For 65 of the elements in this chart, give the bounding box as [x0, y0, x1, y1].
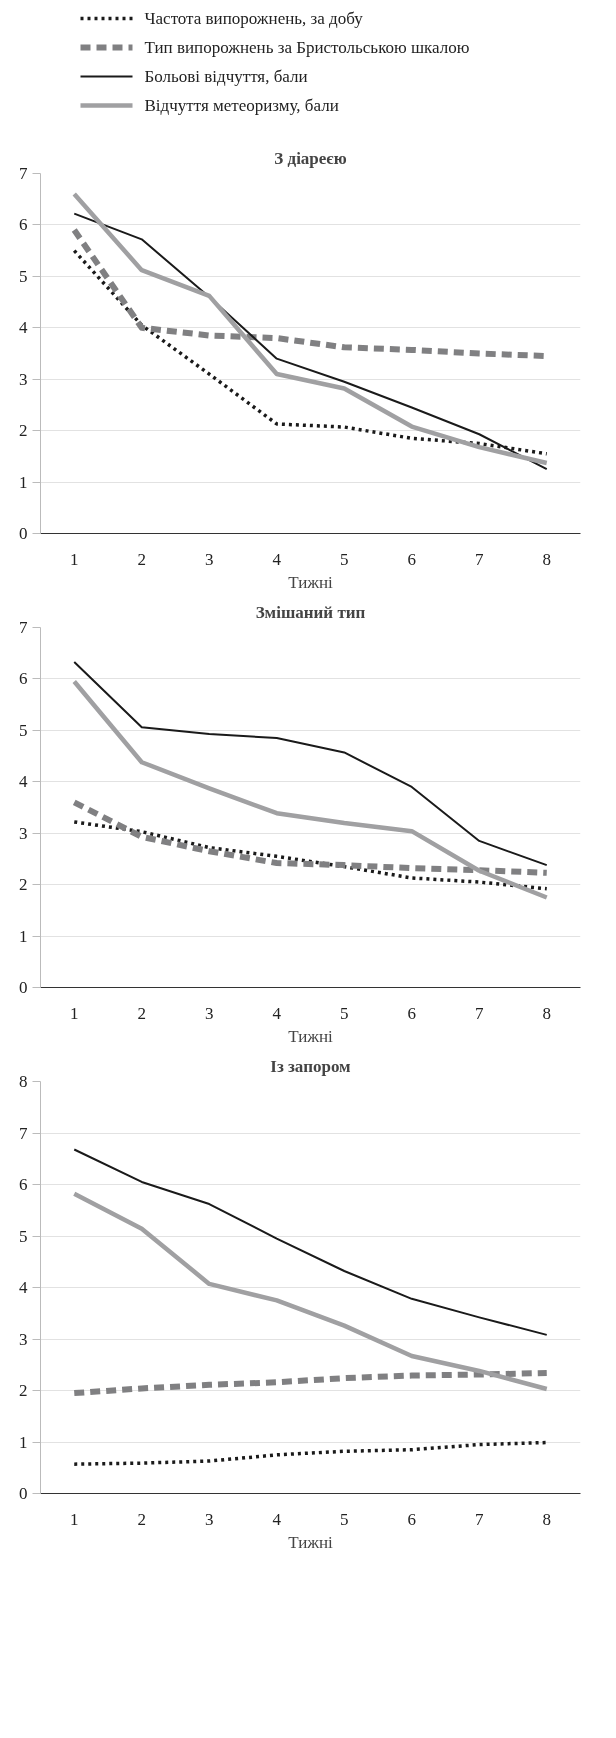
y-tick-label: 0	[19, 978, 28, 997]
x-tick-label: 1	[70, 549, 79, 569]
x-tick-label: 3	[205, 549, 214, 569]
x-tick-label: 7	[475, 1509, 484, 1529]
x-tick-label: 3	[205, 1003, 214, 1023]
y-tick-label: 6	[19, 669, 28, 689]
line-series	[72, 820, 549, 891]
y-tick-label: 1	[19, 472, 28, 492]
chart-title: Із запором	[270, 1056, 352, 1076]
x-tick-label: 8	[542, 1509, 551, 1529]
y-tick-label: 7	[19, 618, 28, 637]
y-tick-label: 0	[19, 1484, 28, 1503]
y-tick-label: 8	[19, 1072, 28, 1091]
x-tick-label: 4	[272, 549, 282, 569]
y-tick-label: 5	[19, 266, 28, 286]
x-tick-label: 7	[475, 549, 484, 569]
y-tick-label: 5	[19, 720, 28, 740]
y-tick-label: 1	[19, 1432, 28, 1452]
x-tick-label: 7	[475, 1003, 484, 1023]
y-tick-label: 2	[19, 421, 28, 441]
y-tick-label: 3	[19, 369, 28, 389]
legend-label: Больові відчуття, бали	[144, 67, 308, 86]
y-tick-label: 4	[19, 318, 28, 338]
y-tick-label: 3	[19, 1329, 28, 1349]
x-tick-label: 5	[340, 1509, 349, 1529]
y-tick-label: 7	[19, 164, 28, 183]
x-tick-label: 1	[70, 1509, 79, 1529]
y-tick-label: 6	[19, 215, 28, 235]
line-series	[72, 1191, 549, 1392]
x-tick-label: 3	[205, 1509, 214, 1529]
chart-title: З діареєю	[274, 148, 347, 168]
x-tick-label: 8	[542, 549, 551, 569]
y-tick-label: 5	[19, 1226, 28, 1246]
line-series	[73, 1148, 548, 1336]
y-tick-label: 2	[19, 875, 28, 895]
x-tick-label: 2	[137, 1509, 146, 1529]
legend-label: Тип випорожнень за Бристольською шкалою	[144, 38, 470, 57]
legend-label: Частота випорожнень, за добу	[144, 9, 364, 28]
x-tick-label: 2	[137, 549, 146, 569]
x-tick-label: 6	[407, 549, 416, 569]
line-series	[72, 679, 549, 900]
x-tick-label: 4	[272, 1509, 282, 1529]
y-tick-label: 0	[19, 524, 28, 543]
x-tick-label: 5	[340, 1003, 349, 1023]
legend-label: Відчуття метеоризму, бали	[144, 96, 339, 115]
x-tick-label: 2	[137, 1003, 146, 1023]
x-axis-title: Тижні	[288, 572, 334, 592]
x-tick-label: 4	[272, 1003, 282, 1023]
x-tick-label: 5	[340, 549, 349, 569]
y-tick-label: 2	[19, 1381, 28, 1400]
y-tick-label: 6	[19, 1175, 28, 1194]
x-tick-label: 6	[407, 1003, 416, 1023]
x-axis-title: Тижні	[288, 1532, 334, 1552]
y-tick-label: 1	[19, 926, 28, 946]
line-series	[72, 1440, 549, 1466]
x-axis-title: Тижні	[288, 1026, 334, 1046]
x-tick-label: 1	[70, 1003, 79, 1023]
y-tick-label: 3	[19, 823, 28, 843]
chart-title: Змішаний тип	[255, 602, 366, 622]
y-tick-label: 4	[19, 1278, 28, 1297]
y-tick-label: 7	[19, 1123, 28, 1143]
x-tick-label: 6	[407, 1509, 416, 1529]
x-tick-label: 8	[542, 1003, 551, 1023]
y-tick-label: 4	[19, 772, 28, 792]
line-series	[73, 660, 548, 867]
